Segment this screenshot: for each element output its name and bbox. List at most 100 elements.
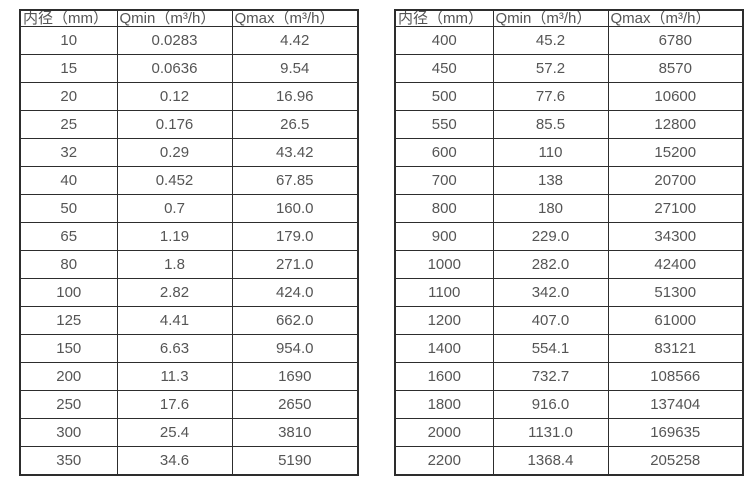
table-cell: 17.6 bbox=[116, 389, 233, 419]
table-cell: 1100 bbox=[394, 277, 494, 307]
table-cell: 229.0 bbox=[492, 221, 609, 251]
table-row: 150 6.63 954.0 bbox=[19, 333, 359, 363]
table-cell: 0.29 bbox=[116, 137, 233, 167]
table-cell: 0.7 bbox=[116, 193, 233, 223]
table-cell: 42400 bbox=[607, 249, 744, 279]
table-cell: 1.8 bbox=[116, 249, 233, 279]
table-cell: 65 bbox=[19, 221, 118, 251]
table-cell: 407.0 bbox=[492, 305, 609, 335]
table-cell: 1000 bbox=[394, 249, 494, 279]
table-cell: 5190 bbox=[231, 445, 359, 476]
table-cell: 4.41 bbox=[116, 305, 233, 335]
table-cell: 150 bbox=[19, 333, 118, 363]
table-row: 2000 1131.0 169635 bbox=[394, 417, 744, 447]
table-row: 10 0.0283 4.42 bbox=[19, 26, 359, 55]
table-cell: 0.12 bbox=[116, 81, 233, 111]
table-cell: 450 bbox=[394, 53, 494, 83]
table-cell: 32 bbox=[19, 137, 118, 167]
table-cell: 0.0283 bbox=[116, 26, 233, 55]
table-row: 1800 916.0 137404 bbox=[394, 389, 744, 419]
table-cell: 61000 bbox=[607, 305, 744, 335]
table-cell: 1400 bbox=[394, 333, 494, 363]
table-cell: 34.6 bbox=[116, 445, 233, 476]
table-cell: 80 bbox=[19, 249, 118, 279]
table-row: 80 1.8 271.0 bbox=[19, 249, 359, 279]
header-qmin: Qmin（m³/h） bbox=[492, 9, 609, 27]
table-cell: 282.0 bbox=[492, 249, 609, 279]
table-cell: 2200 bbox=[394, 445, 494, 476]
table-cell: 342.0 bbox=[492, 277, 609, 307]
table-cell: 10 bbox=[19, 26, 118, 55]
table-cell: 1131.0 bbox=[492, 417, 609, 447]
table-row: 700 138 20700 bbox=[394, 165, 744, 195]
table-cell: 180 bbox=[492, 193, 609, 223]
table-row: 1400 554.1 83121 bbox=[394, 333, 744, 363]
table-row: 250 17.6 2650 bbox=[19, 389, 359, 419]
table-cell: 6.63 bbox=[116, 333, 233, 363]
table-body: 400 45.2 6780 450 57.2 8570 500 77.6 10600 550 85.… bbox=[394, 26, 744, 476]
table-cell: 0.176 bbox=[116, 109, 233, 139]
table-cell: 250 bbox=[19, 389, 118, 419]
table-cell: 205258 bbox=[607, 445, 744, 476]
table-cell: 137404 bbox=[607, 389, 744, 419]
header-qmin: Qmin（m³/h） bbox=[116, 9, 233, 27]
table-cell: 40 bbox=[19, 165, 118, 195]
table-cell: 350 bbox=[19, 445, 118, 476]
table-row: 50 0.7 160.0 bbox=[19, 193, 359, 223]
table-cell: 67.85 bbox=[231, 165, 359, 195]
table-cell: 700 bbox=[394, 165, 494, 195]
table-row: 350 34.6 5190 bbox=[19, 445, 359, 476]
table-row: 15 0.0636 9.54 bbox=[19, 53, 359, 83]
table-cell: 0.452 bbox=[116, 165, 233, 195]
table-cell: 1800 bbox=[394, 389, 494, 419]
table-row: 32 0.29 43.42 bbox=[19, 137, 359, 167]
table-row: 200 11.3 1690 bbox=[19, 361, 359, 391]
table-cell: 9.54 bbox=[231, 53, 359, 83]
table-header-row: 内径（mm） Qmin（m³/h） Qmax（m³/h） bbox=[394, 9, 744, 27]
table-cell: 271.0 bbox=[231, 249, 359, 279]
table-cell: 732.7 bbox=[492, 361, 609, 391]
table-cell: 550 bbox=[394, 109, 494, 139]
table-cell: 6780 bbox=[607, 26, 744, 55]
table-row: 2200 1368.4 205258 bbox=[394, 445, 744, 476]
table-cell: 1690 bbox=[231, 361, 359, 391]
table-cell: 0.0636 bbox=[116, 53, 233, 83]
table-row: 125 4.41 662.0 bbox=[19, 305, 359, 335]
table-cell: 424.0 bbox=[231, 277, 359, 307]
header-qmax: Qmax（m³/h） bbox=[607, 9, 744, 27]
table-cell: 12800 bbox=[607, 109, 744, 139]
table-cell: 554.1 bbox=[492, 333, 609, 363]
table-cell: 1200 bbox=[394, 305, 494, 335]
table-cell: 160.0 bbox=[231, 193, 359, 223]
table-cell: 27100 bbox=[607, 193, 744, 223]
table-cell: 26.5 bbox=[231, 109, 359, 139]
table-cell: 8570 bbox=[607, 53, 744, 83]
table-cell: 20700 bbox=[607, 165, 744, 195]
table-cell: 43.42 bbox=[231, 137, 359, 167]
table-cell: 2650 bbox=[231, 389, 359, 419]
table-row: 1600 732.7 108566 bbox=[394, 361, 744, 391]
table-cell: 900 bbox=[394, 221, 494, 251]
table-row: 25 0.176 26.5 bbox=[19, 109, 359, 139]
table-cell: 200 bbox=[19, 361, 118, 391]
table-cell: 50 bbox=[19, 193, 118, 223]
table-row: 20 0.12 16.96 bbox=[19, 81, 359, 111]
table-row: 1200 407.0 61000 bbox=[394, 305, 744, 335]
header-inner-diameter: 内径（mm） bbox=[394, 9, 494, 27]
table-cell: 2.82 bbox=[116, 277, 233, 307]
table-cell: 51300 bbox=[607, 277, 744, 307]
table-cell: 25.4 bbox=[116, 417, 233, 447]
table-row: 100 2.82 424.0 bbox=[19, 277, 359, 307]
table-row: 900 229.0 34300 bbox=[394, 221, 744, 251]
table-row: 40 0.452 67.85 bbox=[19, 165, 359, 195]
table-row: 600 110 15200 bbox=[394, 137, 744, 167]
table-body: 10 0.0283 4.42 15 0.0636 9.54 20 0.12 16.96 25 0.1… bbox=[19, 26, 359, 476]
table-cell: 11.3 bbox=[116, 361, 233, 391]
table-cell: 57.2 bbox=[492, 53, 609, 83]
table-row: 65 1.19 179.0 bbox=[19, 221, 359, 251]
table-cell: 34300 bbox=[607, 221, 744, 251]
table-row: 400 45.2 6780 bbox=[394, 26, 744, 55]
table-cell: 1368.4 bbox=[492, 445, 609, 476]
table-row: 1000 282.0 42400 bbox=[394, 249, 744, 279]
